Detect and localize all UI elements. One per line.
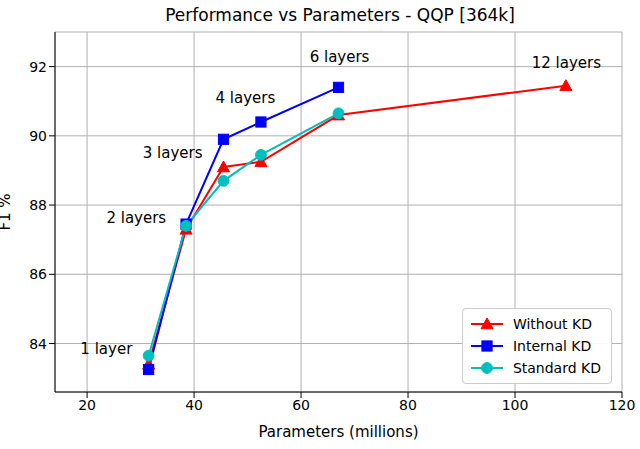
svg-text:100: 100 xyxy=(502,397,529,413)
svg-text:Parameters (millions): Parameters (millions) xyxy=(258,423,418,441)
svg-text:40: 40 xyxy=(185,397,203,413)
html-text:Performance vs Parameters - QQ: Performance vs Parameters - QQP [364k] xyxy=(165,5,515,25)
svg-text:88: 88 xyxy=(29,197,47,213)
svg-text:1 layer: 1 layer xyxy=(80,340,133,358)
svg-text:F1 %: F1 % xyxy=(8,193,14,230)
svg-text:84: 84 xyxy=(29,336,47,352)
svg-text:80: 80 xyxy=(399,397,417,413)
svg-text:4 layers: 4 layers xyxy=(216,89,276,107)
svg-text:12 layers: 12 layers xyxy=(532,54,601,72)
html-text:Internal KD: Internal KD xyxy=(512,338,592,354)
svg-text:120: 120 xyxy=(609,397,632,413)
svg-text:3 layers: 3 layers xyxy=(143,144,203,162)
svg-text:92: 92 xyxy=(29,59,47,75)
svg-text:86: 86 xyxy=(29,266,47,282)
svg-text:90: 90 xyxy=(29,128,47,144)
svg-text:60: 60 xyxy=(292,397,310,413)
svg-text:20: 20 xyxy=(78,397,96,413)
html-text:Without KD: Without KD xyxy=(512,316,592,332)
html-text:Standard KD: Standard KD xyxy=(512,360,601,376)
svg-text:6 layers: 6 layers xyxy=(310,48,370,66)
svg-text:2 layers: 2 layers xyxy=(106,209,166,227)
